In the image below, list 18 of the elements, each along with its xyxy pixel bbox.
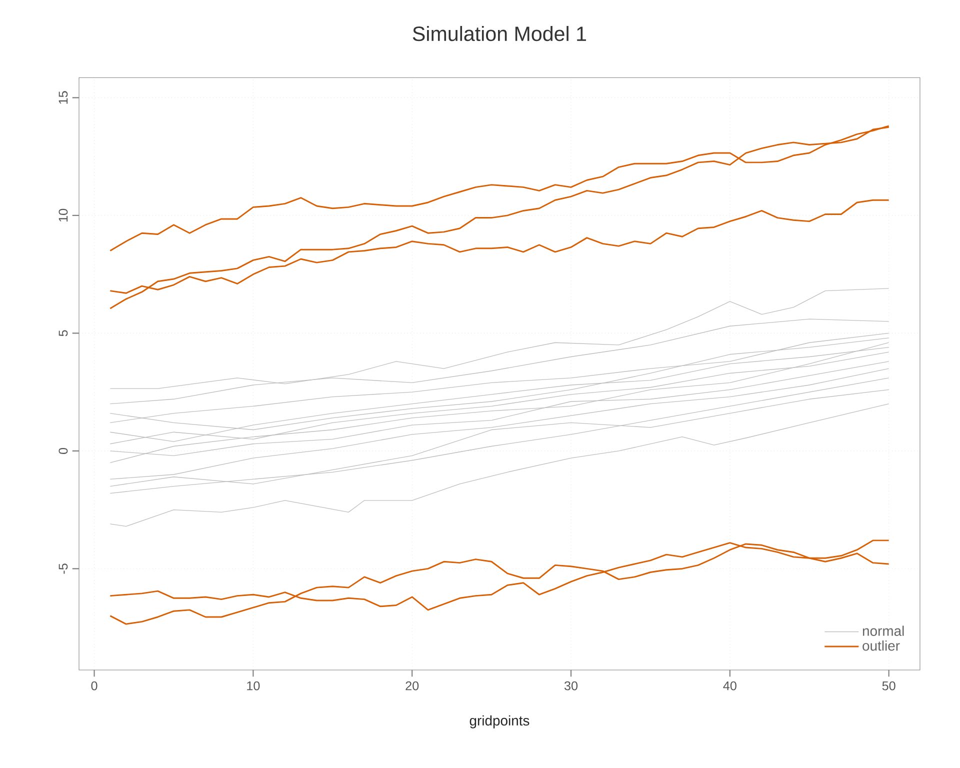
x-tick-label: 10 bbox=[247, 681, 260, 690]
x-tick-label: 50 bbox=[882, 681, 896, 690]
y-tick-label: 5 bbox=[58, 330, 68, 336]
line-series bbox=[110, 404, 890, 527]
y-tick-label: -5 bbox=[58, 564, 68, 574]
legend-label: normal bbox=[862, 626, 904, 636]
x-axis-title: gridpoints bbox=[470, 715, 530, 728]
line-series bbox=[109, 543, 890, 625]
x-tick-label: 30 bbox=[564, 681, 578, 690]
x-tick-label: 0 bbox=[91, 681, 98, 690]
chart-title: Simulation Model 1 bbox=[412, 26, 586, 42]
y-tick-label: 0 bbox=[58, 448, 68, 454]
y-tick-label: 10 bbox=[58, 208, 68, 222]
line-series bbox=[110, 342, 890, 464]
x-tick-label: 40 bbox=[723, 681, 736, 690]
y-tick-label: 15 bbox=[58, 91, 68, 104]
x-tick-label: 20 bbox=[406, 681, 419, 690]
legend-label: outlier bbox=[862, 640, 900, 651]
